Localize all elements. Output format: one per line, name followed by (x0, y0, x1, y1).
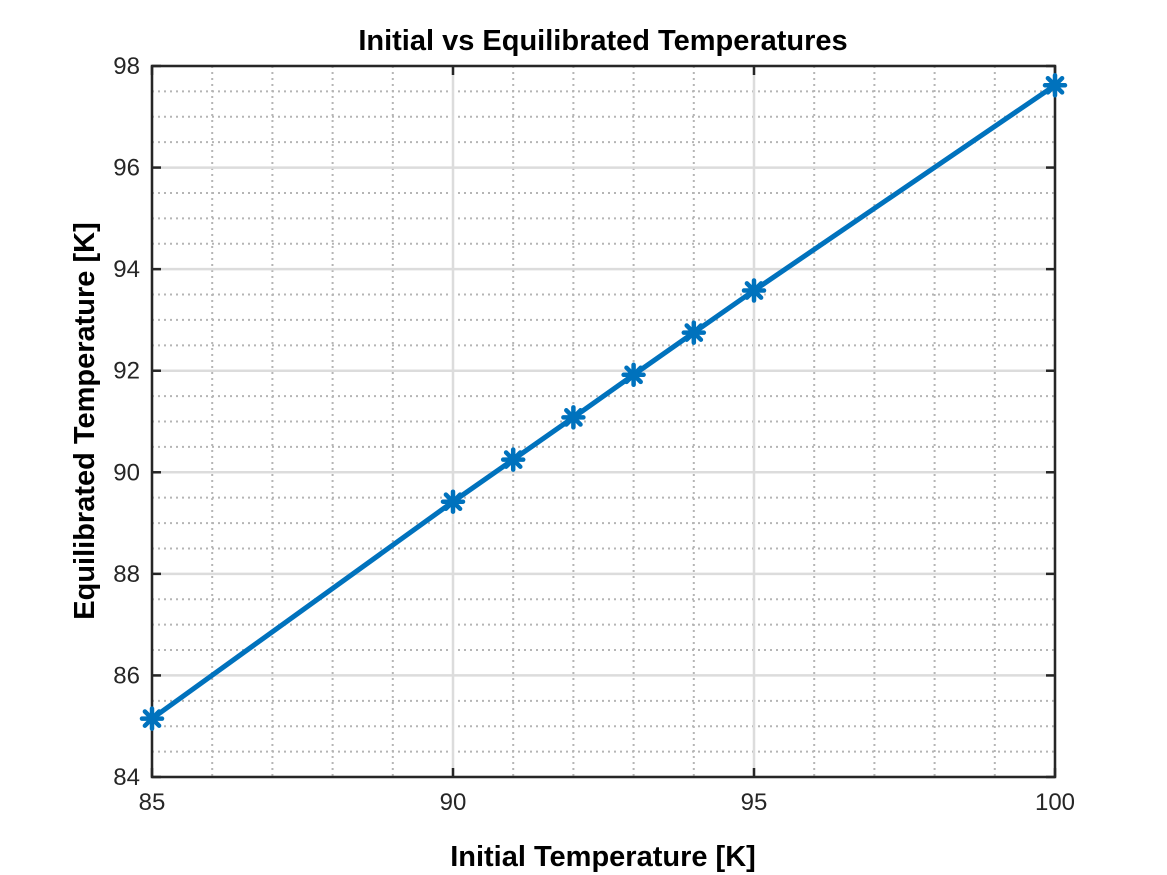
x-axis-label: Initial Temperature [K] (450, 841, 756, 873)
y-tick-label: 90 (113, 459, 140, 486)
data-point-marker (621, 362, 646, 388)
data-point-marker (681, 320, 707, 345)
y-tick-label: 86 (113, 662, 140, 689)
y-tick-label: 98 (113, 53, 140, 80)
x-tick-label: 100 (1035, 789, 1075, 816)
minor-grid (152, 66, 1055, 777)
axes-box (150, 64, 1057, 779)
axis-ticks (150, 64, 1057, 779)
y-tick-label: 88 (113, 561, 140, 588)
series-line (149, 82, 1058, 722)
chart-title: Initial vs Equilibrated Temperatures (358, 25, 847, 57)
tick-labels: 85 90 95 100 84 86 88 90 92 94 96 98 (113, 53, 1075, 816)
y-tick-label: 92 (113, 358, 140, 385)
data-point-marker (440, 489, 466, 514)
series-group (139, 73, 1068, 731)
x-tick-label: 85 (139, 789, 166, 816)
y-tick-label: 94 (113, 256, 140, 283)
y-axis-label: Equilibrated Temperature [K] (69, 222, 101, 619)
x-tick-label: 90 (440, 789, 467, 816)
data-point-marker (1042, 73, 1068, 98)
data-point-marker (561, 405, 586, 430)
x-tick-label: 95 (741, 789, 768, 816)
data-point-marker (500, 447, 526, 472)
y-tick-label: 96 (113, 155, 140, 182)
y-tick-label: 84 (113, 764, 140, 791)
data-point-marker (741, 278, 767, 303)
data-point-marker (139, 706, 165, 731)
